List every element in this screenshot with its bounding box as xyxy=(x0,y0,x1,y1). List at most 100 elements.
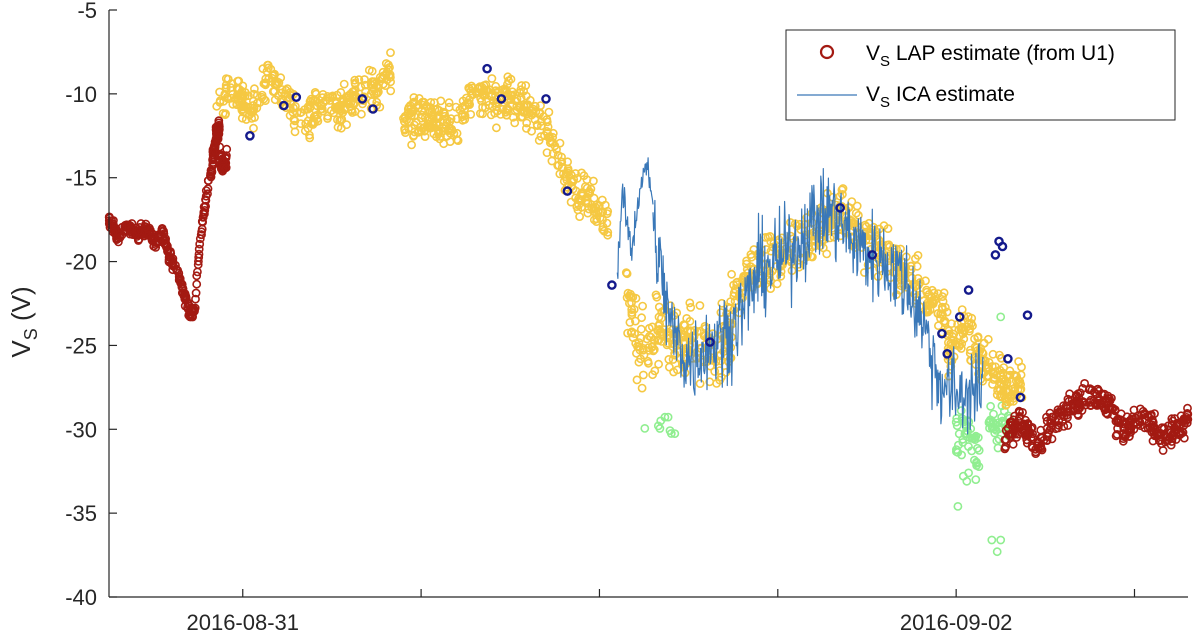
good-point xyxy=(589,215,599,225)
lap-point xyxy=(155,237,164,246)
lap-point xyxy=(133,226,143,236)
lap-point xyxy=(115,233,125,242)
good-point xyxy=(517,81,526,90)
good-point xyxy=(896,244,905,254)
good-point xyxy=(710,367,720,376)
good-point xyxy=(653,335,662,345)
good-point xyxy=(502,110,512,120)
flagged-point xyxy=(990,250,1001,260)
flagged-point xyxy=(291,92,302,102)
y-axis-title-unit: (V) xyxy=(6,286,36,328)
good-point xyxy=(241,115,251,124)
good-point xyxy=(979,355,988,365)
lap-point xyxy=(1008,439,1018,449)
lap-point xyxy=(1059,421,1069,431)
lap-point xyxy=(1036,432,1046,442)
y-axis-title-main: V xyxy=(6,340,36,358)
y-tick-label: -30 xyxy=(65,417,97,442)
flagged-series xyxy=(245,63,1033,403)
lap-point xyxy=(1025,428,1035,437)
good-point xyxy=(310,88,320,97)
good-point xyxy=(510,118,520,128)
lap-point xyxy=(1078,398,1087,407)
lap-point xyxy=(1158,446,1168,455)
good-point xyxy=(664,330,674,340)
good-point xyxy=(865,227,874,237)
good-point xyxy=(672,308,682,318)
lap-point xyxy=(1078,383,1088,393)
lap-point xyxy=(1015,407,1024,417)
good-point xyxy=(270,69,279,79)
lap-point xyxy=(192,271,202,281)
low-point xyxy=(971,431,981,441)
good-point xyxy=(553,161,563,170)
good-point xyxy=(350,75,360,85)
x-tick-label: 2016-09-02 xyxy=(900,610,1013,635)
good-point xyxy=(910,289,920,299)
good-point xyxy=(422,101,432,111)
good-point xyxy=(277,85,287,94)
good-point xyxy=(444,98,454,108)
lap-point xyxy=(175,276,185,286)
y-tick-label: -10 xyxy=(65,82,97,107)
low-point xyxy=(952,413,962,423)
good-point xyxy=(372,97,382,107)
flagged-point xyxy=(942,348,953,359)
legend-marker-lap xyxy=(819,44,835,60)
good-point xyxy=(553,150,563,160)
good-point xyxy=(381,81,390,90)
good-point xyxy=(956,323,966,332)
good-point xyxy=(252,91,262,100)
good-point xyxy=(979,338,989,348)
good-point xyxy=(402,115,411,125)
flagged-point xyxy=(482,63,492,74)
flagged-point xyxy=(368,104,378,114)
good-point xyxy=(557,163,567,173)
good-point xyxy=(947,341,957,350)
good-point xyxy=(547,156,557,166)
good-point xyxy=(303,123,313,133)
good-point xyxy=(837,185,847,195)
good-point xyxy=(990,373,999,383)
good-point xyxy=(638,345,648,355)
good-point xyxy=(678,332,688,342)
good-point xyxy=(400,124,409,134)
low-point xyxy=(957,450,966,460)
low-point xyxy=(965,433,975,443)
good-point xyxy=(922,287,932,297)
good-point xyxy=(290,101,300,111)
lap-point xyxy=(1102,409,1112,419)
lap-point xyxy=(1124,432,1134,441)
lap-point xyxy=(213,128,222,138)
good-point xyxy=(563,157,572,167)
good-point xyxy=(786,218,795,227)
low-point xyxy=(996,535,1006,545)
lap-point xyxy=(215,152,225,161)
low-point xyxy=(964,442,973,451)
flagged-point xyxy=(357,94,368,104)
good-point xyxy=(600,200,610,210)
lap-point xyxy=(1063,421,1073,430)
good-point xyxy=(464,83,474,93)
good-point xyxy=(576,189,586,199)
good-point xyxy=(219,96,228,106)
good-point xyxy=(464,99,474,108)
good-point xyxy=(312,101,322,111)
flagged-point xyxy=(937,328,947,339)
lap-point xyxy=(148,229,157,239)
good-point xyxy=(530,115,540,125)
lap-point xyxy=(108,227,118,237)
good-point xyxy=(583,208,593,218)
low-point xyxy=(997,423,1007,433)
ica-estimate-series xyxy=(616,157,984,435)
lap-point xyxy=(194,253,204,262)
good-point xyxy=(466,110,476,119)
low-point xyxy=(665,426,675,435)
good-point xyxy=(966,318,976,328)
lap-point xyxy=(194,244,204,254)
good-point xyxy=(627,310,637,320)
flagged-point xyxy=(496,94,507,104)
good-point xyxy=(689,332,699,341)
good-point xyxy=(883,224,893,233)
good-point xyxy=(625,317,635,327)
